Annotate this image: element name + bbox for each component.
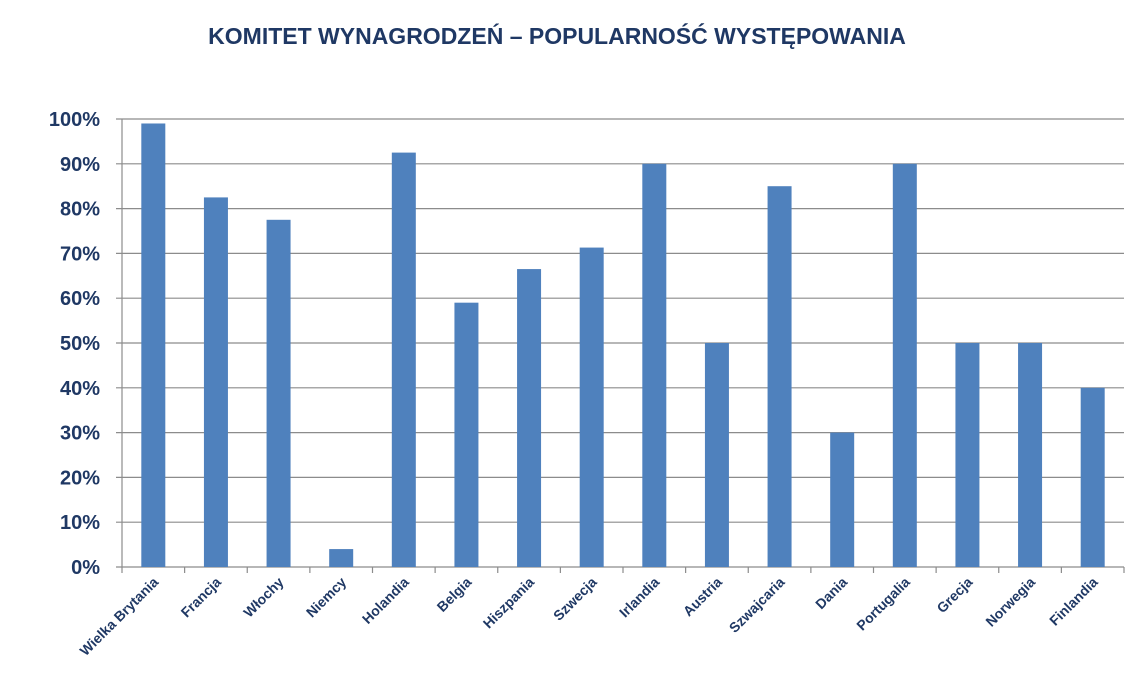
x-tick-label: Włochy [240, 574, 287, 621]
bar [517, 269, 542, 567]
x-tick-label: Irlandia [616, 574, 663, 621]
y-tick-label: 0% [71, 557, 100, 579]
y-tick-label: 10% [60, 512, 100, 534]
bar [642, 163, 667, 568]
x-axis-ticks: Wielka Brytania Francja Włochy Niemcy Holand… [76, 574, 1100, 659]
y-axis-ticks: 0% 10% 20% 30% 40% 50% 60% 70% 80% 90% 100% [49, 109, 100, 579]
bar [454, 302, 479, 567]
x-tick-label: Austria [680, 574, 726, 620]
x-tick-label: Finlandia [1046, 574, 1101, 629]
bar [203, 197, 228, 567]
x-tick-label: Wielka Brytania [76, 574, 161, 659]
bar [579, 247, 604, 568]
x-tick-label: Dania [812, 574, 850, 612]
bar [1018, 343, 1043, 567]
x-tick-label: Portugalia [853, 574, 913, 634]
bar [892, 163, 917, 568]
x-tick-label: Holandia [359, 574, 412, 627]
y-tick-label: 100% [49, 109, 100, 131]
y-tick-label: 90% [60, 154, 100, 176]
x-tick-label: Francja [178, 574, 225, 621]
y-tick-label: 50% [60, 333, 100, 355]
bar [704, 343, 729, 567]
y-tick-label: 20% [60, 467, 100, 489]
bar [955, 343, 980, 567]
bar [329, 549, 354, 567]
bar [266, 219, 291, 568]
x-tick-label: Hiszpania [480, 574, 538, 632]
y-tick-label: 40% [60, 378, 100, 400]
y-tick-label: 60% [60, 288, 100, 310]
bar [1080, 387, 1105, 567]
bar [141, 123, 166, 567]
chart-title: KOMITET WYNAGRODZEŃ – POPULARNOŚĆ WYSTĘP… [208, 22, 906, 49]
x-tick-label: Szwecja [550, 574, 600, 624]
x-tick-label: Norwegia [982, 574, 1038, 630]
bar [767, 186, 792, 567]
bar [391, 152, 416, 567]
x-tick-label: Grecja [933, 574, 975, 616]
bar [830, 432, 855, 567]
x-tick-label: Niemcy [303, 574, 350, 621]
x-tick-label: Belgia [434, 574, 475, 615]
y-tick-label: 30% [60, 423, 100, 445]
y-tick-label: 70% [60, 243, 100, 265]
y-tick-label: 80% [60, 199, 100, 221]
bars [141, 123, 1105, 568]
x-tick-label: Szwajcaria [726, 574, 788, 636]
